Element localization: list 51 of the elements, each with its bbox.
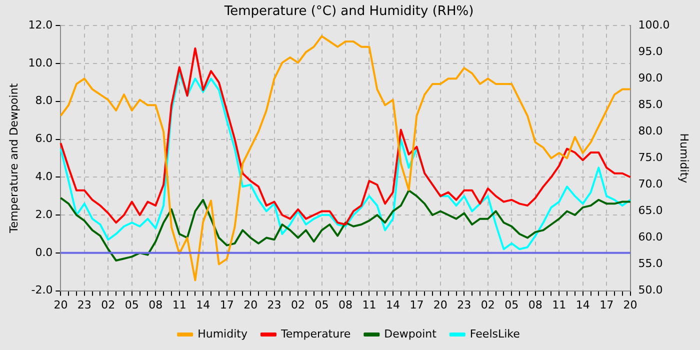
- x-tick-label: 14: [576, 298, 590, 312]
- x-tick-label: 23: [457, 298, 472, 312]
- x-tick-label: 05: [314, 298, 329, 312]
- x-tick-label: 02: [291, 298, 306, 312]
- x-tick-label: 20: [433, 298, 448, 312]
- x-tick-label: 20: [54, 298, 68, 312]
- y2-tick-label: 55.0: [638, 257, 663, 270]
- y2-tick-label: 75.0: [638, 151, 663, 164]
- y2-tick-label: 100.0: [638, 18, 670, 32]
- y-tick-label: 10.0: [28, 56, 53, 70]
- x-tick-label: 11: [172, 298, 186, 312]
- x-tick-label: 14: [196, 298, 210, 312]
- x-tick-label: 14: [386, 298, 400, 312]
- x-tick-label: 17: [220, 298, 234, 312]
- y-tick-label: -2.0: [31, 284, 53, 297]
- x-tick-label: 05: [124, 298, 139, 312]
- x-tick-label: 17: [600, 298, 614, 312]
- legend-label: Humidity: [198, 327, 248, 340]
- y-axis-title: Temperature and Dewpoint: [7, 82, 20, 234]
- x-tick-label: 11: [552, 298, 566, 312]
- y2-tick-label: 90.0: [638, 72, 663, 84]
- y2-tick-label: 60.0: [638, 230, 663, 244]
- y-tick-label: 8.0: [35, 94, 53, 108]
- x-tick-label: 08: [148, 298, 163, 312]
- chart-title: Temperature (°C) and Humidity (RH%): [223, 4, 474, 20]
- legend-label: Temperature: [280, 327, 351, 340]
- x-tick-label: 20: [244, 298, 258, 312]
- y2-tick-label: 70.0: [638, 178, 663, 191]
- y-tick-label: 2.0: [35, 208, 53, 221]
- x-tick-label: 20: [623, 298, 638, 312]
- y2-tick-label: 85.0: [638, 98, 663, 112]
- x-tick-label: 08: [338, 298, 352, 312]
- x-tick-label: 05: [504, 298, 519, 312]
- y2-tick-label: 80.0: [638, 124, 663, 138]
- x-tick-label: 02: [480, 298, 495, 312]
- y2-tick-label: 50.0: [638, 284, 663, 297]
- x-tick-label: 02: [101, 298, 116, 312]
- x-tick-label: 11: [362, 298, 376, 312]
- y-tick-label: 4.0: [35, 170, 53, 183]
- legend-label: FeelsLike: [470, 327, 520, 340]
- y-tick-label: 0.0: [35, 246, 53, 259]
- y2-tick-label: 65.0: [638, 204, 663, 218]
- x-tick-label: 08: [528, 298, 542, 312]
- y-tick-label: 6.0: [35, 132, 53, 146]
- legend-label: Dewpoint: [384, 327, 438, 340]
- x-tick-label: 23: [267, 298, 282, 312]
- x-tick-label: 17: [410, 298, 424, 312]
- x-tick-label: 23: [77, 298, 92, 312]
- y-tick-label: 12.0: [28, 18, 53, 32]
- y2-axis-title: Humidity: [678, 133, 691, 184]
- y2-tick-label: 95.0: [638, 44, 663, 58]
